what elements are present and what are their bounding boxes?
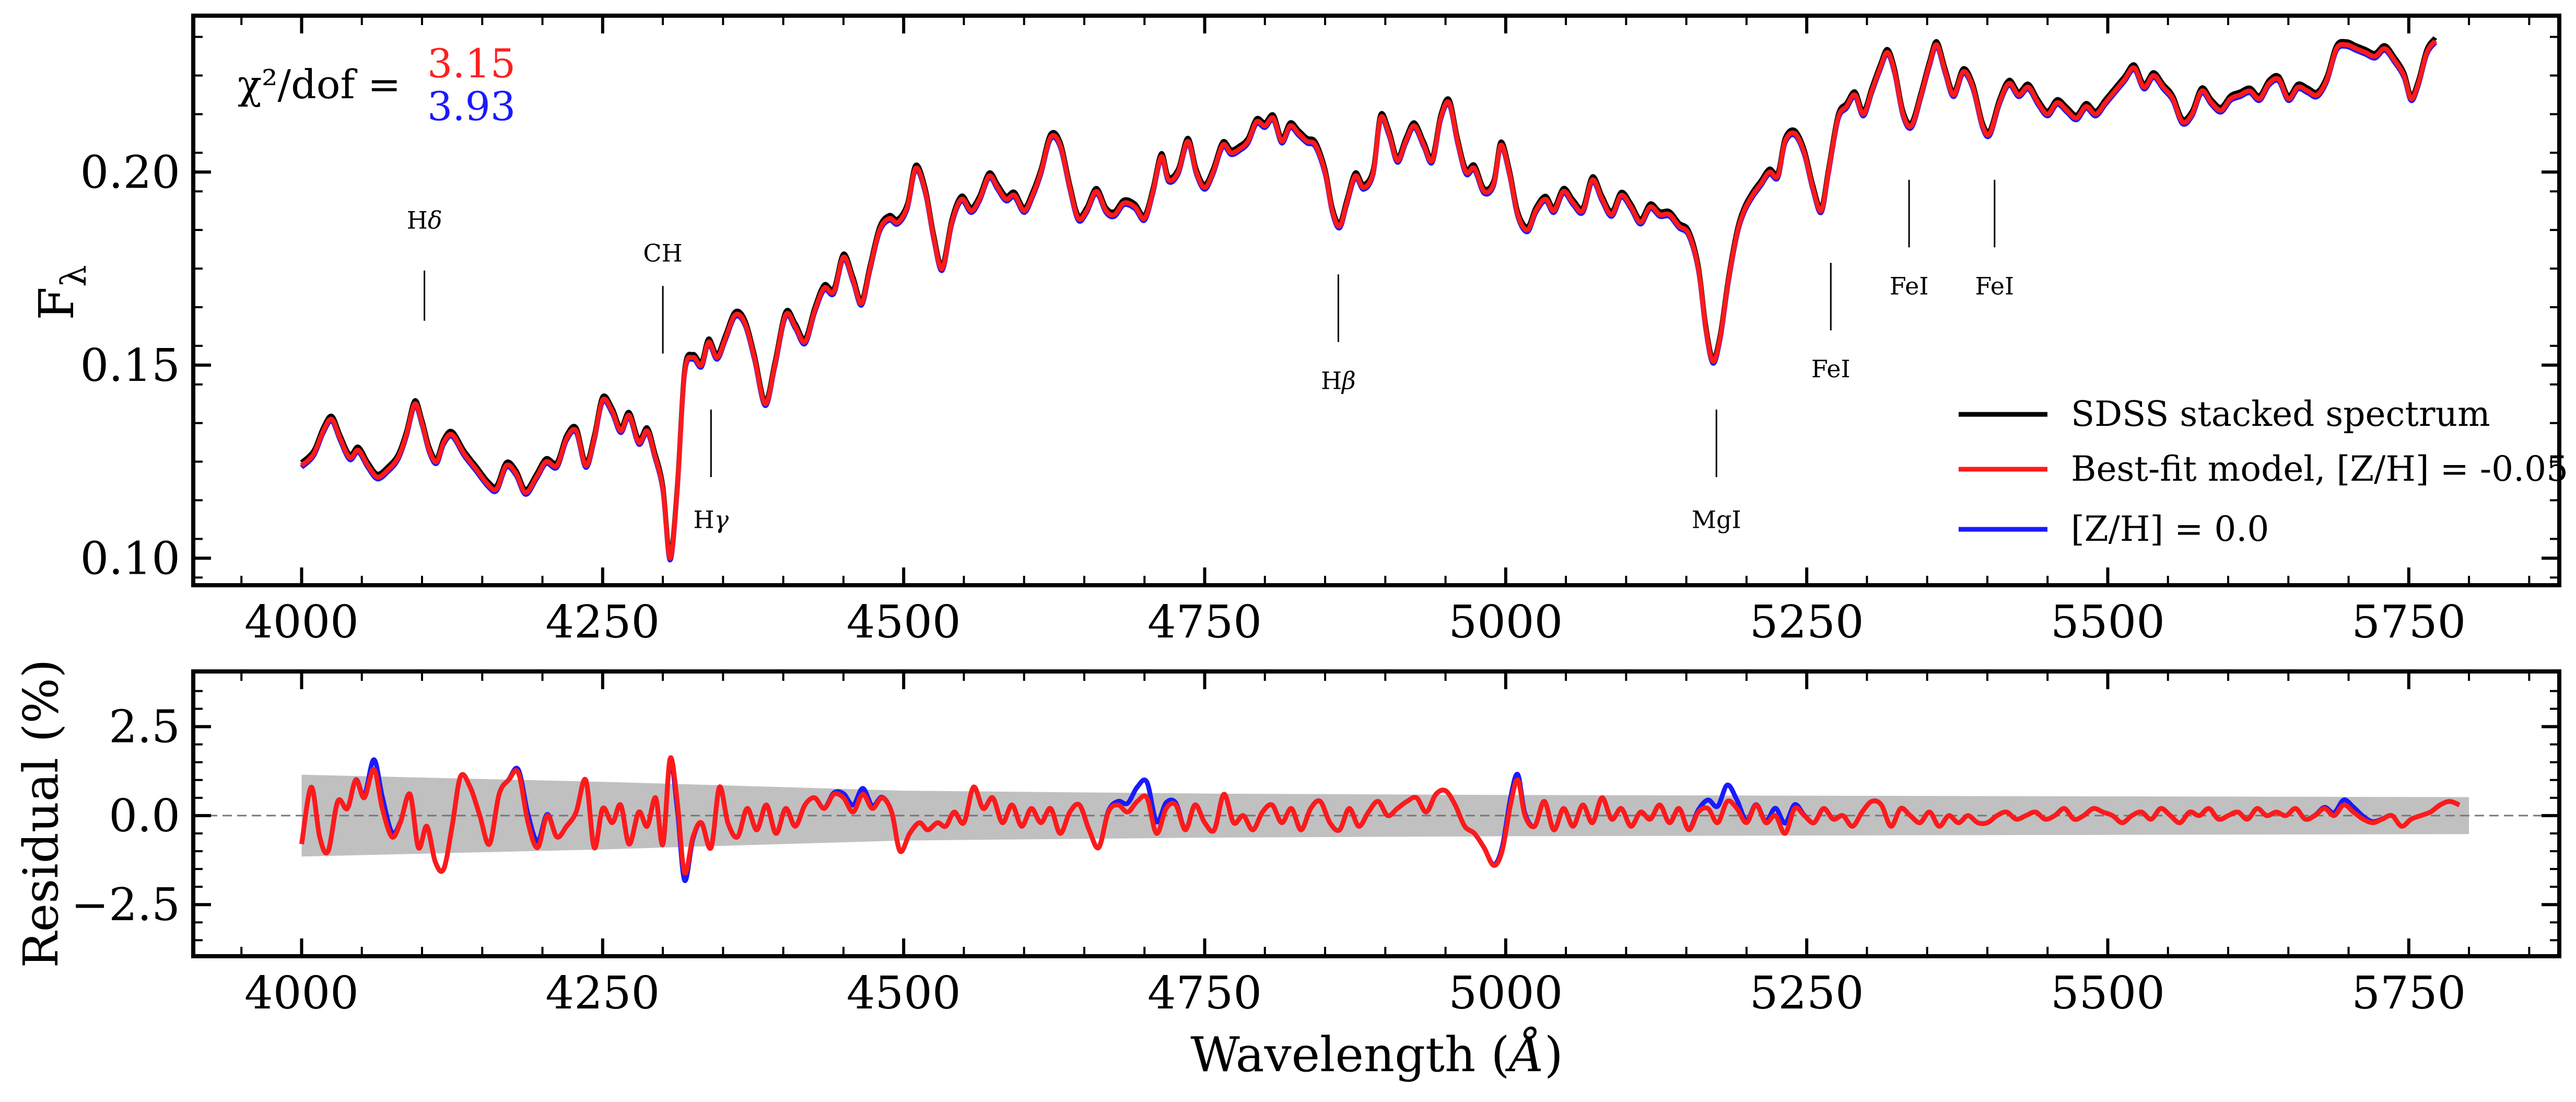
top-xtick-label: 4250 [545,596,660,648]
residual-y-label: Residual (%) [13,659,69,968]
annotation-label-5: FeI [1811,355,1851,383]
chi2-label: χ²/dof = [238,61,401,108]
chi2-value-best-fit: 3.15 [427,40,516,87]
top-xtick-label: 5500 [2051,596,2165,648]
bottom-ytick-label: 2.5 [109,701,180,753]
bottom-xtick-label: 4000 [244,967,359,1019]
bottom-xtick-label: 5250 [1750,967,1864,1019]
top-xtick-label: 5750 [2351,596,2466,648]
top-xtick-label: 4000 [244,596,359,648]
annotation-label-0: Hδ [407,206,442,235]
residual-plot-frame [191,669,2561,958]
legend: SDSS stacked spectrum Best-fit model, [Z… [1959,394,2568,549]
legend-label-sdss: SDSS stacked spectrum [2071,394,2490,434]
annotation-label-1: CH [643,239,682,267]
line-annotations: Hδ CH Hγ Hβ MgI FeI FeI FeI [407,180,2014,533]
bottom-ytick-label: 0.0 [109,790,180,842]
top-xtick-label: 4750 [1148,596,1262,648]
annotation-label-3: Hβ [1321,366,1356,395]
residual-plot-area [193,755,2559,883]
top-xtick-label: 5250 [1750,596,1864,648]
bottom-xtick-label: 4500 [847,967,961,1019]
bottom-xtick-label: 4250 [545,967,660,1019]
spectrum-y-label: Fλ [29,265,94,320]
residual-panel: 4000 4250 4500 4750 5000 5250 5500 5750 −2.5 0.0 2… [13,659,2561,1083]
legend-label-best-fit: Best-fit model, [Z/H] = -0.05 [2071,449,2568,489]
spectrum-plot-area [300,36,2438,563]
bottom-xtick-label: 4750 [1148,967,1262,1019]
residual-line-best-fit [299,755,2461,876]
bottom-xtick-label: 5000 [1448,967,1563,1019]
bottom-xtick-label: 5500 [2051,967,2165,1019]
bottom-ytick-label: −2.5 [71,879,180,931]
top-ytick-label: 0.10 [80,532,180,585]
top-xtick-label: 4500 [847,596,961,648]
top-ytick-label: 0.20 [80,146,180,199]
chi2-value-solar: 3.93 [427,83,516,130]
legend-label-solar: [Z/H] = 0.0 [2071,509,2269,549]
residual-tick-labels: 4000 4250 4500 4750 5000 5250 5500 5750 −2.5 0.0 2… [71,701,2466,1019]
top-xtick-label: 5000 [1448,596,1563,648]
spectrum-line-best-fit [300,39,2438,561]
residual-x-label: Wavelength (Å) [1190,1026,1563,1083]
spectrum-tick-labels: 4000 4250 4500 4750 5000 5250 5500 5750 0.10 0.15… [80,146,2466,648]
annotation-label-4: MgI [1692,505,1741,533]
top-ytick-label: 0.15 [80,340,180,392]
residual-ticks [193,671,2559,956]
annotation-label-7: FeI [1975,272,2014,300]
spectrum-ticks [193,16,2559,585]
annotation-label-2: Hγ [693,505,729,533]
annotation-label-6: FeI [1890,272,1929,300]
bottom-xtick-label: 5750 [2351,967,2466,1019]
spectrum-plot-frame [191,14,2561,587]
spectrum-panel: Hδ CH Hγ Hβ MgI FeI FeI FeI 4000 4250 4500 4750 500… [29,14,2568,648]
